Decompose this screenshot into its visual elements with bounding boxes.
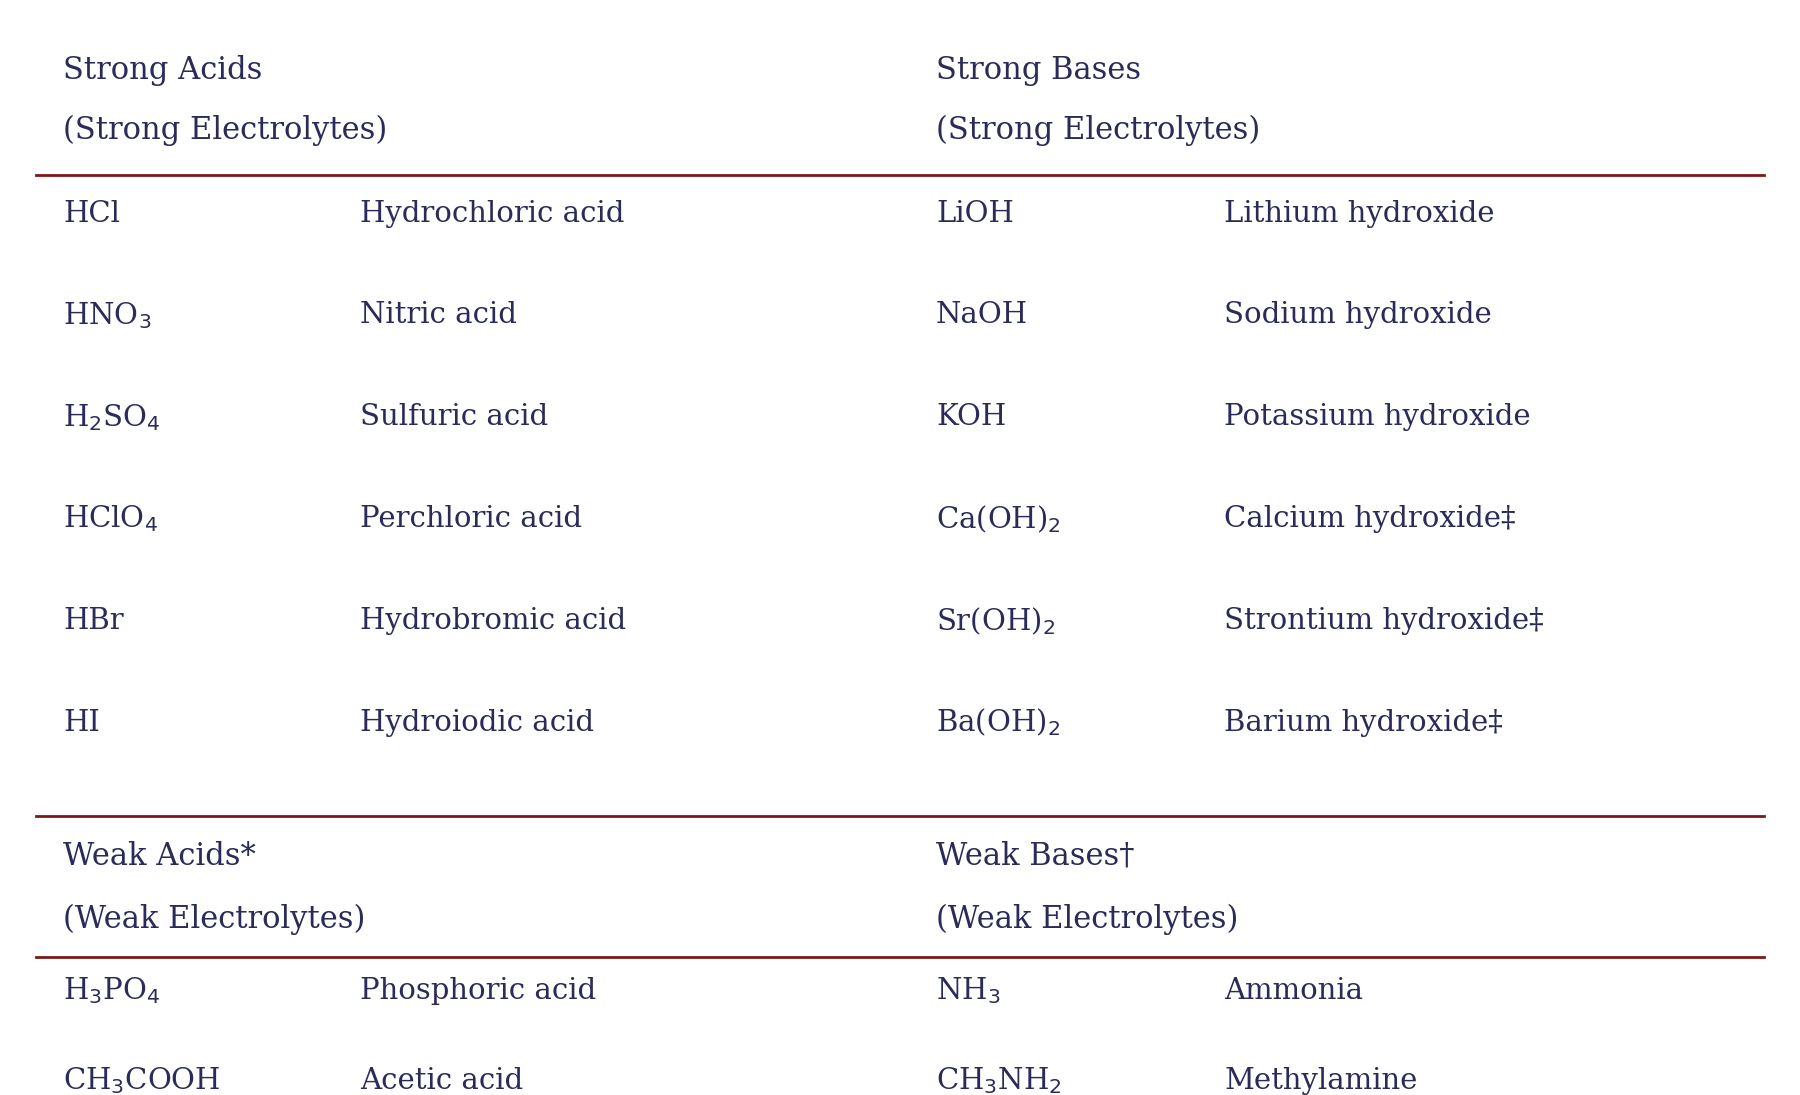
Text: Acetic acid: Acetic acid [360, 1067, 524, 1095]
Text: H$_3$PO$_4$: H$_3$PO$_4$ [63, 976, 160, 1006]
Text: LiOH: LiOH [936, 199, 1013, 228]
Text: CH$_3$COOH: CH$_3$COOH [63, 1065, 221, 1095]
Text: HBr: HBr [63, 607, 124, 635]
Text: Strong Bases: Strong Bases [936, 55, 1141, 85]
Text: HCl: HCl [63, 199, 121, 228]
Text: Ca(OH)$_2$: Ca(OH)$_2$ [936, 504, 1060, 534]
Text: Strontium hydroxide‡: Strontium hydroxide‡ [1224, 607, 1544, 635]
Text: KOH: KOH [936, 403, 1006, 431]
Text: Barium hydroxide‡: Barium hydroxide‡ [1224, 708, 1503, 737]
Text: Methylamine: Methylamine [1224, 1067, 1417, 1095]
Text: Phosphoric acid: Phosphoric acid [360, 977, 596, 1005]
Text: Ba(OH)$_2$: Ba(OH)$_2$ [936, 707, 1060, 738]
Text: (Strong Electrolytes): (Strong Electrolytes) [63, 115, 387, 147]
Text: Hydrobromic acid: Hydrobromic acid [360, 607, 626, 635]
Text: Lithium hydroxide: Lithium hydroxide [1224, 199, 1494, 228]
Text: NaOH: NaOH [936, 301, 1028, 330]
Text: Strong Acids: Strong Acids [63, 55, 263, 85]
Text: Weak Acids*: Weak Acids* [63, 841, 256, 872]
Text: (Weak Electrolytes): (Weak Electrolytes) [63, 903, 365, 935]
Text: HNO$_3$: HNO$_3$ [63, 300, 151, 331]
Text: Weak Bases†: Weak Bases† [936, 841, 1134, 872]
Text: (Weak Electrolytes): (Weak Electrolytes) [936, 903, 1238, 935]
Text: NH$_3$: NH$_3$ [936, 976, 1001, 1006]
Text: Perchloric acid: Perchloric acid [360, 505, 581, 533]
Text: Potassium hydroxide: Potassium hydroxide [1224, 403, 1530, 431]
Text: Sodium hydroxide: Sodium hydroxide [1224, 301, 1492, 330]
Text: Hydrochloric acid: Hydrochloric acid [360, 199, 625, 228]
Text: Nitric acid: Nitric acid [360, 301, 517, 330]
Text: HClO$_4$: HClO$_4$ [63, 504, 158, 534]
Text: Ammonia: Ammonia [1224, 977, 1363, 1005]
Text: Hydroiodic acid: Hydroiodic acid [360, 708, 594, 737]
Text: Calcium hydroxide‡: Calcium hydroxide‡ [1224, 505, 1516, 533]
Text: Sulfuric acid: Sulfuric acid [360, 403, 549, 431]
Text: H$_2$SO$_4$: H$_2$SO$_4$ [63, 402, 160, 433]
Text: HI: HI [63, 708, 99, 737]
Text: CH$_3$NH$_2$: CH$_3$NH$_2$ [936, 1065, 1062, 1095]
Text: Sr(OH)$_2$: Sr(OH)$_2$ [936, 606, 1055, 636]
Text: (Strong Electrolytes): (Strong Electrolytes) [936, 115, 1260, 147]
